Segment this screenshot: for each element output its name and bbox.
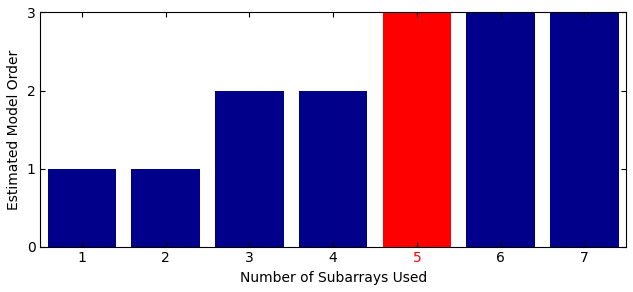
Bar bbox=[382, 13, 451, 247]
Bar bbox=[467, 13, 535, 247]
X-axis label: Number of Subarrays Used: Number of Subarrays Used bbox=[239, 271, 427, 285]
Y-axis label: Estimated Model Order: Estimated Model Order bbox=[7, 49, 21, 210]
Bar bbox=[132, 168, 200, 247]
Bar bbox=[47, 168, 116, 247]
Bar bbox=[215, 91, 284, 247]
Bar bbox=[299, 91, 368, 247]
Bar bbox=[550, 13, 618, 247]
